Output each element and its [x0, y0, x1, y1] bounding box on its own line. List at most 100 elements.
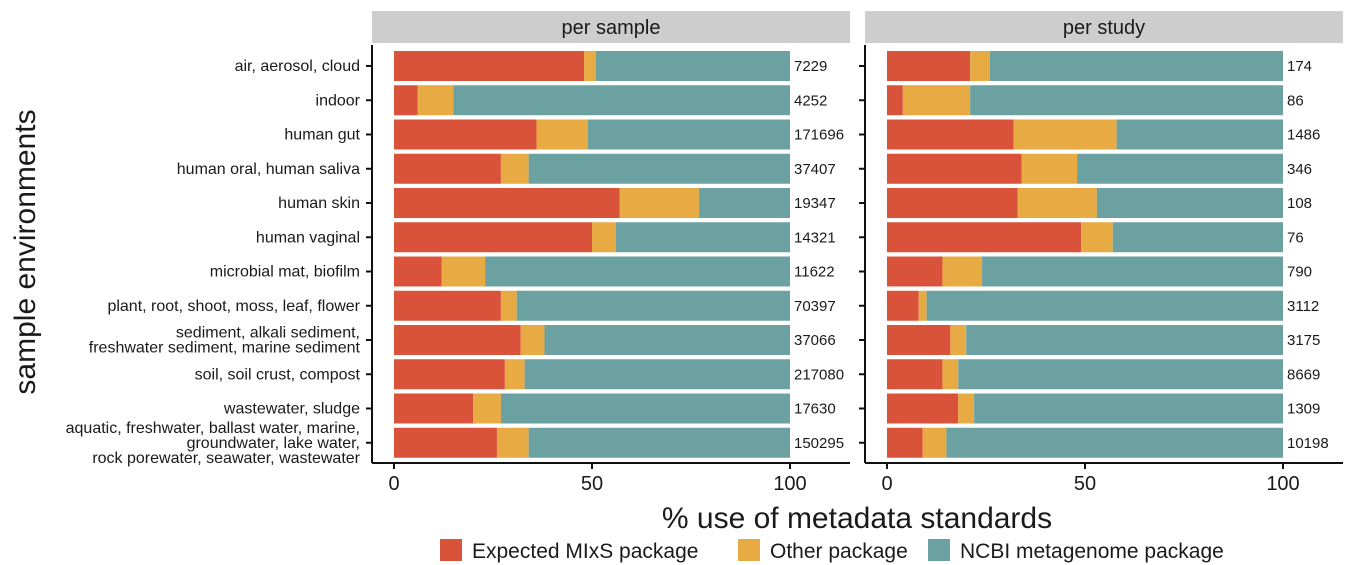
bar-segment	[887, 85, 903, 116]
category-label: human oral, human saliva	[177, 161, 360, 178]
bar-segment	[1017, 188, 1097, 218]
bar-segment	[394, 153, 501, 184]
bar-segment	[887, 51, 971, 81]
bar-segment	[394, 188, 620, 218]
bar-segment	[942, 256, 983, 287]
bar-segment	[922, 427, 947, 458]
bar-segment	[966, 325, 1283, 355]
bar-segment	[1013, 119, 1117, 150]
bar-segment	[394, 222, 592, 253]
bar-segment	[500, 153, 529, 184]
bar-segment	[520, 325, 545, 355]
bar-segment	[1081, 222, 1113, 253]
legend-swatch	[928, 539, 950, 561]
bar-segment	[989, 51, 1283, 81]
count-label: 70397	[794, 298, 836, 315]
bar-segment	[394, 51, 585, 81]
bar-segment	[417, 85, 454, 116]
bar-segment	[500, 290, 517, 321]
category-label: aquatic, freshwater, ballast water, mari…	[66, 420, 361, 467]
count-label: 171696	[794, 127, 844, 144]
panel-0: 7229 4252 171696 37407 19347 14321 11622 70397 3…	[371, 45, 850, 495]
bar-segment	[698, 188, 790, 218]
count-label: 174	[1287, 58, 1312, 75]
count-label: 37407	[794, 161, 836, 178]
bar-segment	[926, 290, 1283, 321]
count-label: 14321	[794, 229, 836, 246]
bar-segment	[394, 85, 418, 116]
x-axis-title: % use of metadata standards	[662, 502, 1052, 535]
panel-1: 174 86 1486 346 108 76 790 3112 3175 8669 1309 1019…	[864, 45, 1343, 495]
bar-segment	[496, 427, 529, 458]
bar-segment	[394, 427, 497, 458]
bar-segment	[950, 325, 967, 355]
bar-segment	[970, 85, 1283, 116]
category-label: human skin	[278, 195, 360, 212]
count-label: 3175	[1287, 332, 1320, 349]
facet-strip-per-study	[865, 11, 1343, 43]
bar-segment	[516, 290, 790, 321]
count-label: 17630	[794, 401, 836, 418]
bar-segment	[619, 188, 699, 218]
category-label: soil, soil crust, compost	[195, 366, 361, 383]
x-tick-label: 100	[773, 473, 806, 495]
count-label: 76	[1287, 229, 1304, 246]
x-tick-label: 50	[1074, 473, 1096, 495]
count-label: 10198	[1287, 435, 1329, 452]
bar-segment	[887, 427, 923, 458]
category-label: sediment, alkali sediment, freshwater sed…	[89, 325, 361, 357]
bar-segment	[1112, 222, 1283, 253]
bar-segment	[887, 290, 919, 321]
count-label: 4252	[794, 92, 827, 109]
bar-segment	[544, 325, 790, 355]
legend-label: Other package	[770, 540, 908, 563]
bar-segment	[394, 393, 474, 424]
bar-segment	[453, 85, 790, 116]
count-label: 217080	[794, 366, 844, 383]
bar-segment	[615, 222, 790, 253]
bar-segment	[970, 51, 990, 81]
category-label: plant, root, shoot, moss, leaf, flower	[107, 298, 360, 315]
legend-swatch	[440, 539, 462, 561]
count-label: 7229	[794, 58, 827, 75]
legend-swatch	[738, 539, 760, 561]
bar-segment	[394, 290, 501, 321]
bar-segment	[887, 119, 1014, 150]
bar-segment	[958, 359, 1283, 390]
bar-segment	[394, 325, 521, 355]
chart-panels: 7229 4252 171696 37407 19347 14321 11622 70397 3…	[371, 45, 1343, 495]
category-label: air, aerosol, cloud	[235, 58, 360, 75]
bar-segment	[595, 51, 790, 81]
bar-segment	[441, 256, 486, 287]
bar-segment	[982, 256, 1283, 287]
bar-segment	[887, 188, 1018, 218]
legend-label: Expected MIxS package	[472, 540, 698, 563]
bar-segment	[536, 119, 589, 150]
count-label: 8669	[1287, 366, 1320, 383]
y-axis-title: sample environments	[9, 109, 42, 394]
facet-title-per-study: per study	[1063, 17, 1145, 39]
bar-segment	[500, 393, 790, 424]
category-label: wastewater, sludge	[223, 401, 360, 418]
bar-segment	[946, 427, 1283, 458]
bar-segment	[592, 222, 616, 253]
bar-segment	[974, 393, 1283, 424]
count-label: 1309	[1287, 401, 1320, 418]
x-tick-label: 0	[388, 473, 399, 495]
count-label: 108	[1287, 195, 1312, 212]
bar-segment	[473, 393, 501, 424]
category-label: human gut	[284, 127, 360, 144]
x-tick-label: 100	[1266, 473, 1299, 495]
count-label: 1486	[1287, 127, 1320, 144]
bar-segment	[528, 153, 790, 184]
bar-segment	[1077, 153, 1283, 184]
x-tick-label: 0	[881, 473, 892, 495]
count-label: 346	[1287, 161, 1312, 178]
count-label: 86	[1287, 92, 1304, 109]
bar-segment	[918, 290, 927, 321]
bar-segment	[887, 359, 943, 390]
bar-segment	[887, 256, 943, 287]
bar-segment	[887, 393, 959, 424]
bar-segment	[1096, 188, 1283, 218]
category-label: microbial mat, biofilm	[210, 264, 360, 281]
